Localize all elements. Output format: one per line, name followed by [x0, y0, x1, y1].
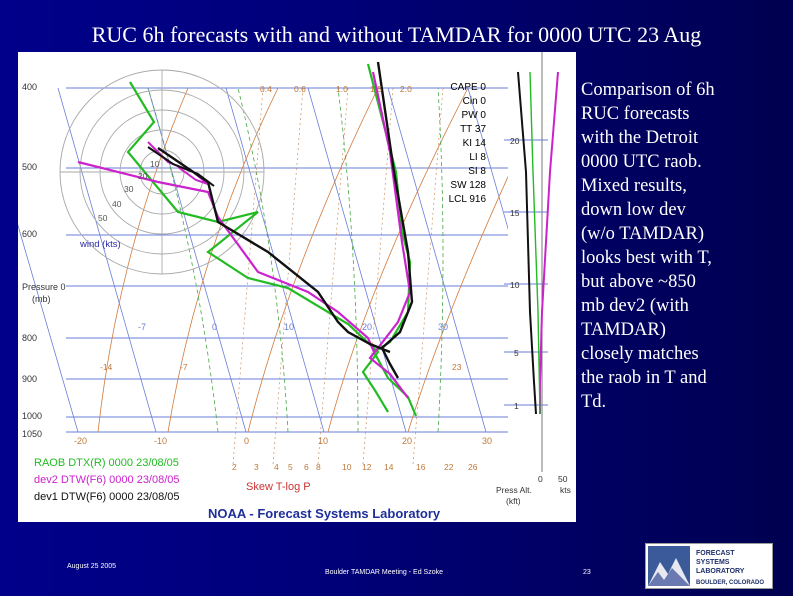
- svg-text:4: 4: [274, 462, 279, 472]
- svg-text:10: 10: [150, 159, 160, 169]
- legend: RAOB DTX(R) 0000 23/08/05 dev2 DTW(F6) 0…: [34, 457, 180, 503]
- mid-temp-alt-labels: -14 -7 23: [100, 362, 462, 372]
- svg-text:2.0: 2.0: [400, 84, 412, 94]
- svg-text:6: 6: [304, 462, 309, 472]
- svg-text:LABORATORY: LABORATORY: [696, 568, 745, 575]
- pressure-label: 1000: [22, 411, 42, 421]
- pressure-label: Pressure 0: [22, 282, 66, 292]
- svg-text:0: 0: [244, 436, 249, 446]
- legend-dev1: dev1 DTW(F6) 0000 23/08/05: [34, 491, 180, 503]
- svg-text:-14: -14: [100, 362, 113, 372]
- svg-text:10: 10: [510, 280, 520, 290]
- pressure-label: 600: [22, 229, 37, 239]
- skew-t-diagram: 400 500 600 Pressure 0 (mb) 800 900 1000…: [18, 52, 576, 522]
- svg-text:26: 26: [468, 462, 478, 472]
- page-number: 23: [583, 569, 591, 576]
- pressure-label: 800: [22, 333, 37, 343]
- svg-text:0: 0: [212, 322, 217, 332]
- svg-text:1.5: 1.5: [370, 84, 382, 94]
- svg-text:16: 16: [416, 462, 426, 472]
- svg-text:-7: -7: [180, 362, 188, 372]
- svg-text:1.0: 1.0: [336, 84, 348, 94]
- svg-text:PW 0: PW 0: [462, 110, 487, 121]
- svg-text:0.4: 0.4: [260, 84, 272, 94]
- slide-title: RUC 6h forecasts with and without TAMDAR…: [91, 22, 702, 47]
- wind-ring-labels: 10 20 30 40 50: [98, 159, 160, 223]
- plot-type-label: Skew T-log P: [246, 481, 311, 493]
- svg-text:SYSTEMS: SYSTEMS: [696, 559, 730, 566]
- svg-text:LI 8: LI 8: [469, 152, 486, 163]
- mid-temp-labels: -7 0 10 20 30: [138, 322, 448, 332]
- svg-text:TT 37: TT 37: [460, 124, 486, 135]
- legend-dev2: dev2 DTW(F6) 0000 23/08/05: [34, 474, 180, 486]
- svg-text:KI 14: KI 14: [463, 138, 487, 149]
- credit-label: NOAA - Forecast Systems Laboratory: [208, 506, 441, 521]
- svg-text:14: 14: [384, 462, 394, 472]
- svg-text:22: 22: [444, 462, 454, 472]
- svg-text:-10: -10: [154, 436, 167, 446]
- svg-text:0.6: 0.6: [294, 84, 306, 94]
- skew-t-svg: 400 500 600 Pressure 0 (mb) 800 900 1000…: [18, 52, 576, 521]
- svg-text:3: 3: [254, 462, 259, 472]
- footer-date: August 25 2005: [67, 563, 117, 570]
- svg-text:15: 15: [510, 208, 520, 218]
- svg-text:BOULDER, COLORADO: BOULDER, COLORADO: [696, 580, 764, 586]
- svg-text:0: 0: [538, 474, 543, 484]
- svg-text:CAPE 0: CAPE 0: [450, 82, 486, 93]
- svg-text:30: 30: [482, 436, 492, 446]
- svg-text:12: 12: [362, 462, 372, 472]
- svg-text:5: 5: [288, 462, 293, 472]
- svg-text:Press Alt.: Press Alt.: [496, 485, 532, 495]
- legend-raob: RAOB DTX(R) 0000 23/08/05: [34, 457, 179, 469]
- svg-text:1: 1: [514, 401, 519, 411]
- mixing-ratio-labels: 2 3 4 5 6 8 10 12 14 16 22 26: [232, 462, 478, 472]
- svg-text:30: 30: [124, 184, 134, 194]
- svg-text:kts: kts: [560, 485, 571, 495]
- svg-text:50: 50: [558, 474, 568, 484]
- svg-text:(kft): (kft): [506, 496, 521, 506]
- pressure-label: 1050: [22, 429, 42, 439]
- svg-text:Cin 0: Cin 0: [463, 96, 487, 107]
- wind-title: wind (kts): [79, 239, 121, 250]
- svg-text:50: 50: [98, 213, 108, 223]
- svg-text:20: 20: [362, 322, 372, 332]
- svg-text:20: 20: [138, 171, 148, 181]
- svg-text:FORECAST: FORECAST: [696, 550, 735, 557]
- stability-indices: CAPE 0 Cin 0 PW 0 TT 37 KI 14 LI 8 SI 8 …: [449, 82, 487, 205]
- pressure-label: (mb): [32, 294, 51, 304]
- pressure-label: 900: [22, 374, 37, 384]
- svg-text:30: 30: [438, 322, 448, 332]
- svg-text:SW 128: SW 128: [450, 180, 486, 191]
- svg-text:23: 23: [452, 362, 462, 372]
- mountain-logo-icon: FORECAST SYSTEMS LABORATORY BOULDER, COL…: [648, 546, 764, 586]
- svg-text:-7: -7: [138, 322, 146, 332]
- svg-text:10: 10: [284, 322, 294, 332]
- pressure-label: 500: [22, 162, 37, 172]
- svg-text:20: 20: [402, 436, 412, 446]
- pressure-label: 400: [22, 82, 37, 92]
- svg-text:40: 40: [112, 199, 122, 209]
- top-mixing-labels: 0.4 0.6 1.0 1.5 2.0: [260, 84, 412, 94]
- svg-text:10: 10: [342, 462, 352, 472]
- footer-meeting: Boulder TAMDAR Meeting - Ed Szoke: [325, 569, 444, 576]
- svg-text:LCL 916: LCL 916: [449, 194, 487, 205]
- svg-text:5: 5: [514, 348, 519, 358]
- pressure-labels: 400 500 600 Pressure 0 (mb) 800 900 1000…: [22, 82, 66, 439]
- svg-text:SI 8: SI 8: [468, 166, 486, 177]
- svg-text:-20: -20: [74, 436, 87, 446]
- slide-body-text: Comparison of 6h RUC forecasts with the …: [581, 80, 715, 412]
- fsl-logo: FORECAST SYSTEMS LABORATORY BOULDER, COL…: [645, 543, 773, 589]
- svg-text:20: 20: [510, 136, 520, 146]
- bottom-temp-labels: -20 -10 0 10 20 30: [74, 436, 492, 446]
- svg-text:8: 8: [316, 462, 321, 472]
- svg-text:10: 10: [318, 436, 328, 446]
- svg-text:2: 2: [232, 462, 237, 472]
- altitude-labels: 20 15 10 5 1 0 50 Press Alt. (kft) kts: [496, 136, 571, 506]
